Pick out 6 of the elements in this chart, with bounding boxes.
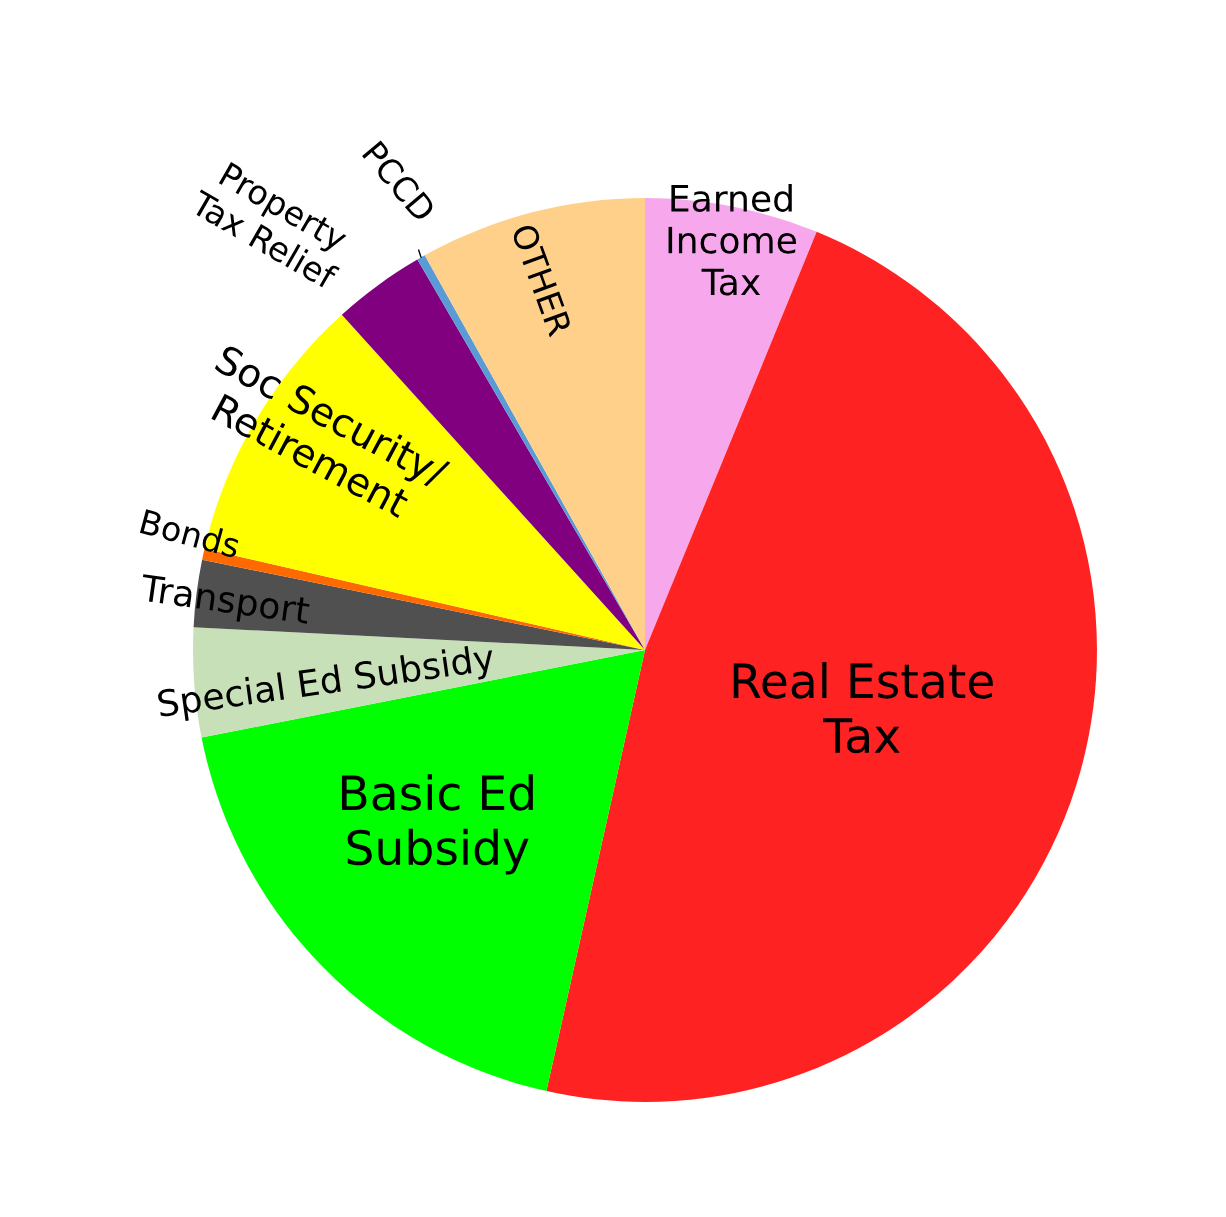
- slice-label: Earned Income Tax: [668, 183, 796, 296]
- slice-label: Basic Ed Subsidy: [341, 774, 533, 875]
- slice-label: Real Estate Tax: [733, 662, 993, 754]
- slice-label: Special Ed Subsidy: [157, 642, 496, 725]
- slice-label: OTHER: [510, 222, 574, 338]
- slice-label: Transport: [138, 574, 311, 632]
